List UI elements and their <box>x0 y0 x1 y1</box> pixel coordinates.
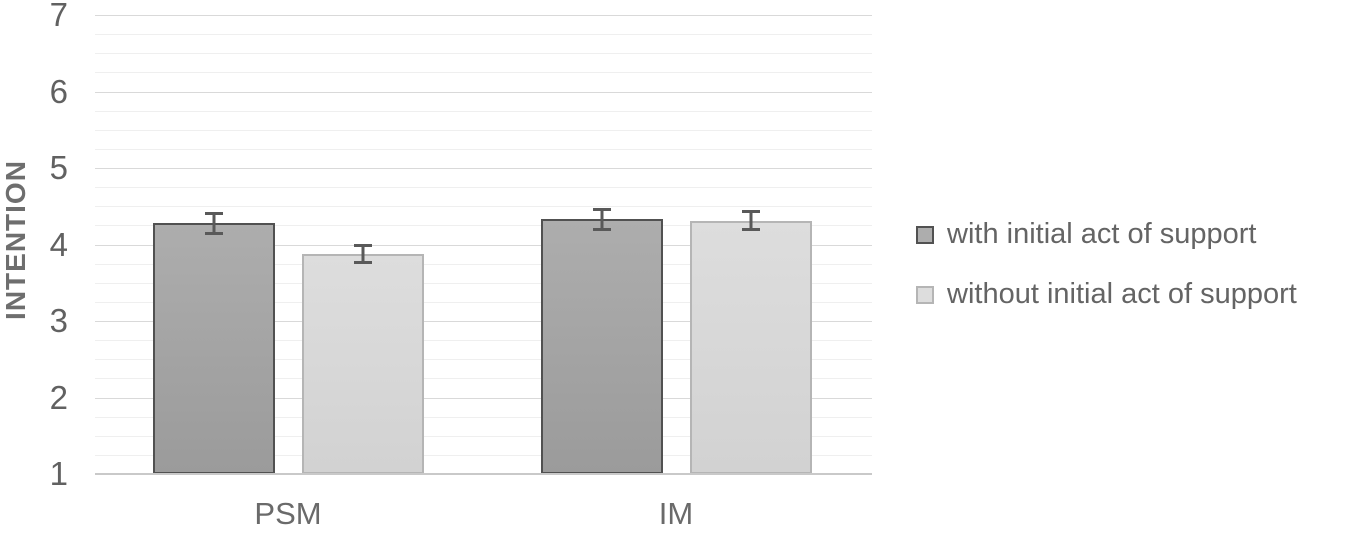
major-gridline <box>95 168 872 169</box>
bar-im-series1 <box>540 219 663 474</box>
bar-psm-series2 <box>301 253 424 474</box>
error-bar-stem <box>212 211 215 235</box>
x-tick-label-im: IM <box>658 496 694 531</box>
legend-label: without initial act of support <box>947 278 1297 310</box>
legend-swatch-dark <box>916 225 934 244</box>
minor-gridline <box>95 129 872 131</box>
error-bar-cap-top <box>592 207 611 211</box>
y-tick-label: 4 <box>49 225 68 263</box>
minor-gridline <box>95 416 872 418</box>
x-axis-line <box>95 473 872 475</box>
minor-gridline <box>95 263 872 265</box>
minor-gridline <box>95 187 872 189</box>
major-gridline <box>95 15 872 16</box>
error-bar-stem <box>600 207 603 231</box>
y-tick-label: 7 <box>49 0 68 33</box>
minor-gridline <box>95 301 872 303</box>
minor-gridline <box>95 72 872 74</box>
minor-gridline <box>95 454 872 456</box>
y-tick-label: 6 <box>49 72 68 110</box>
x-tick-label-psm: PSM <box>254 496 322 531</box>
legend-item-without-support: without initial act of support <box>916 274 1297 315</box>
major-gridline <box>95 244 872 246</box>
major-gridline <box>95 397 872 399</box>
minor-gridline <box>95 359 872 361</box>
legend: with initial act of support without init… <box>916 214 1297 315</box>
minor-gridline <box>95 340 872 342</box>
minor-gridline <box>95 110 872 112</box>
bar-psm-series1 <box>152 223 275 474</box>
minor-gridline <box>95 378 872 380</box>
minor-gridline <box>95 282 872 284</box>
plot-area <box>95 15 872 475</box>
error-bar-cap-bottom <box>592 227 611 231</box>
legend-item-with-support: with initial act of support <box>916 214 1297 255</box>
minor-gridline <box>95 34 872 36</box>
error-bar-cap-bottom <box>353 260 372 264</box>
minor-gridline <box>95 148 872 150</box>
error-bar <box>592 207 611 231</box>
error-bar-stem <box>749 210 752 232</box>
minor-gridline <box>95 206 872 208</box>
y-tick-label: 2 <box>49 378 68 416</box>
bar-im-series2 <box>689 220 812 474</box>
error-bar <box>204 211 223 235</box>
legend-swatch-light <box>916 285 934 304</box>
error-bar-cap-top <box>741 210 760 214</box>
minor-gridline <box>95 225 872 227</box>
legend-label: with initial act of support <box>947 218 1257 250</box>
error-bar-cap-bottom <box>741 228 760 232</box>
error-bar-stem <box>361 243 364 264</box>
major-gridline <box>95 321 872 322</box>
error-bar <box>353 243 372 264</box>
minor-gridline <box>95 435 872 437</box>
y-tick-label: 1 <box>49 455 68 492</box>
error-bar-cap-bottom <box>204 231 223 235</box>
minor-gridline <box>95 53 872 55</box>
error-bar <box>741 210 760 232</box>
error-bar-cap-top <box>353 243 372 247</box>
major-gridline <box>95 91 872 93</box>
error-bar-cap-top <box>204 211 223 215</box>
y-tick-label: 3 <box>49 302 68 339</box>
y-tick-label: 5 <box>49 149 68 186</box>
